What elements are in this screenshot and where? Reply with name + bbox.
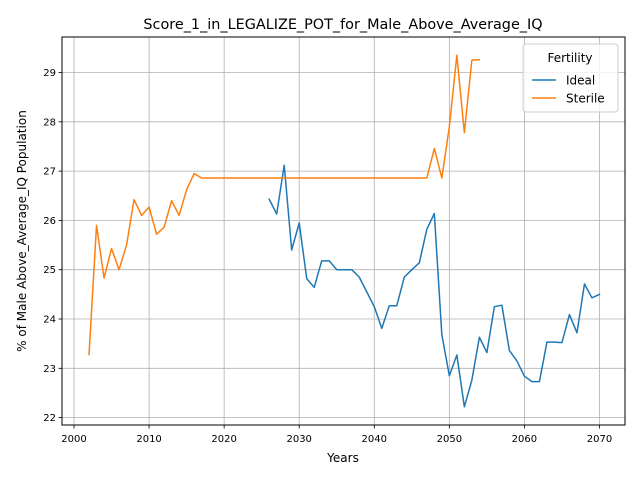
x-tick-label: 2000	[61, 434, 86, 445]
y-tick-label: 26	[43, 216, 56, 227]
legend-label-ideal: Ideal	[566, 74, 595, 88]
y-tick-label: 22	[43, 413, 56, 424]
chart-title: Score_1_in_LEGALIZE_POT_for_Male_Above_A…	[143, 17, 542, 33]
grid	[62, 37, 625, 425]
x-tick-label: 2070	[587, 434, 612, 445]
y-tick-label: 24	[43, 315, 56, 326]
plot-frame	[61, 36, 626, 426]
x-tick-label: 2010	[136, 434, 161, 445]
x-tick-label: 2030	[286, 434, 311, 445]
x-tick-label: 2020	[211, 434, 236, 445]
y-tick-label: 28	[43, 117, 56, 128]
x-tick-label: 2060	[512, 434, 537, 445]
legend-box	[522, 43, 619, 113]
legend: Fertility Ideal Sterile	[522, 43, 619, 113]
x-tick-label: 2050	[437, 434, 462, 445]
y-tick-label: 25	[43, 265, 56, 276]
y-tick-label: 27	[43, 167, 56, 178]
legend-title: Fertility	[547, 51, 592, 65]
axis-ticks: 2000 2010 2020 2030 2040 2050 2060 2070 22 23 24 25…	[43, 68, 612, 445]
x-axis-label: Years	[326, 451, 359, 465]
series-lines	[88, 54, 601, 408]
y-axis-label: % of Male Above_Average_IQ Population	[15, 110, 29, 352]
x-tick-label: 2040	[362, 434, 387, 445]
series-line-sterile	[88, 54, 481, 356]
y-tick-label: 23	[43, 364, 56, 375]
y-tick-label: 29	[43, 68, 56, 79]
series-line-ideal	[268, 164, 601, 408]
legend-label-sterile: Sterile	[566, 92, 605, 106]
